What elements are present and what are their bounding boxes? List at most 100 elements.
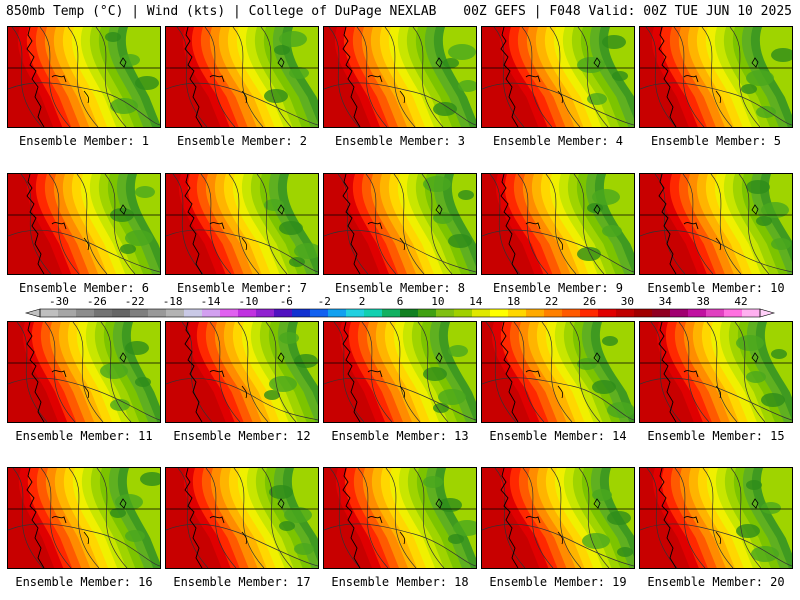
ensemble-member-label: Ensemble Member: 17 <box>173 575 311 589</box>
colorbar-swatch <box>328 309 347 317</box>
colorbar-swatch <box>544 309 563 317</box>
ensemble-member-label: Ensemble Member: 7 <box>176 281 308 295</box>
colorbar-swatch <box>94 309 113 317</box>
ensemble-member-map <box>323 26 477 128</box>
ensemble-member-label: Ensemble Member: 20 <box>647 575 785 589</box>
colorbar-swatch <box>40 309 59 317</box>
ensemble-member-map <box>481 467 635 569</box>
ensemble-member-label: Ensemble Member: 10 <box>647 281 785 295</box>
colorbar-swatch <box>562 309 581 317</box>
colorbar-tick-label: -30 <box>49 295 69 308</box>
ensemble-member-map <box>481 26 635 128</box>
ensemble-member-label: Ensemble Member: 16 <box>15 575 153 589</box>
colorbar-tick-label: -26 <box>87 295 107 308</box>
ensemble-member-label: Ensemble Member: 3 <box>334 134 466 148</box>
colorbar-tick-label: -10 <box>238 295 258 308</box>
colorbar-tick-label: 18 <box>507 295 520 308</box>
ensemble-member-label: Ensemble Member: 1 <box>18 134 150 148</box>
ensemble-member-label: Ensemble Member: 6 <box>18 281 150 295</box>
ensemble-member-map <box>165 467 319 569</box>
colorbar-swatch <box>256 309 275 317</box>
colorbar-swatch <box>742 309 761 317</box>
colorbar-swatch <box>148 309 167 317</box>
colorbar-swatch <box>706 309 725 317</box>
colorbar-swatch <box>508 309 527 317</box>
colorbar-swatch <box>526 309 545 317</box>
ensemble-member-map <box>165 173 319 275</box>
colorbar-swatch <box>400 309 419 317</box>
ensemble-member-label: Ensemble Member: 12 <box>173 429 311 443</box>
colorbar-swatch <box>364 309 383 317</box>
ensemble-member-label: Ensemble Member: 9 <box>492 281 624 295</box>
ensemble-member-label: Ensemble Member: 14 <box>489 429 627 443</box>
ensemble-member-map <box>639 26 793 128</box>
colorbar-tick-label: 22 <box>545 295 558 308</box>
ensemble-member-label: Ensemble Member: 19 <box>489 575 627 589</box>
colorbar-swatch <box>238 309 257 317</box>
ensemble-member-map <box>7 173 161 275</box>
colorbar-swatch <box>166 309 185 317</box>
ensemble-member-map <box>165 26 319 128</box>
colorbar-tick-label: 34 <box>659 295 673 308</box>
colorbar-swatch <box>670 309 689 317</box>
colorbar-swatch <box>436 309 455 317</box>
run-valid-time: 00Z GEFS | F048 Valid: 00Z TUE JUN 10 20… <box>463 4 792 19</box>
colorbar-swatch <box>184 309 203 317</box>
ensemble-member-map <box>7 467 161 569</box>
ensemble-member-map <box>481 173 635 275</box>
ensemble-member-label: Ensemble Member: 11 <box>15 429 153 443</box>
colorbar-tick-label: 38 <box>697 295 710 308</box>
colorbar-swatch <box>490 309 509 317</box>
ensemble-member-label: Ensemble Member: 18 <box>331 575 469 589</box>
colorbar-swatch <box>346 309 365 317</box>
colorbar-swatch <box>76 309 95 317</box>
colorbar-tick-label: 42 <box>734 295 747 308</box>
colorbar-swatch <box>472 309 491 317</box>
temperature-colorbar: -30 -26 -22 -18 -14 -10 -6 -2 2 6 10 14 18 22 26 30 34 38… <box>24 295 776 318</box>
colorbar-swatch <box>310 309 329 317</box>
colorbar-swatch <box>418 309 437 317</box>
colorbar-swatch <box>688 309 707 317</box>
colorbar-min-arrow <box>24 308 41 318</box>
ensemble-member-map <box>323 467 477 569</box>
ensemble-member-label: Ensemble Member: 15 <box>647 429 785 443</box>
colorbar-max-arrow <box>759 308 776 318</box>
ensemble-member-label: Ensemble Member: 2 <box>176 134 308 148</box>
ensemble-member-map <box>7 26 161 128</box>
ensemble-member-map <box>323 173 477 275</box>
colorbar-tick-label: 30 <box>621 295 634 308</box>
colorbar-tick-label: -22 <box>125 295 145 308</box>
colorbar-swatch <box>130 309 149 317</box>
chart-title: 850mb Temp (°C) | Wind (kts) | College o… <box>6 4 437 19</box>
ensemble-member-label: Ensemble Member: 5 <box>650 134 782 148</box>
ensemble-member-map <box>639 321 793 423</box>
colorbar-tick-label: -18 <box>163 295 183 308</box>
colorbar-tick-label: -14 <box>201 295 221 308</box>
colorbar-swatch <box>274 309 293 317</box>
colorbar-tick-label: 2 <box>359 295 366 308</box>
ensemble-member-label: Ensemble Member: 4 <box>492 134 624 148</box>
ensemble-member-label: Ensemble Member: 13 <box>331 429 469 443</box>
colorbar-swatch <box>112 309 131 317</box>
ensemble-member-map <box>165 321 319 423</box>
ensemble-member-map <box>639 467 793 569</box>
colorbar-swatch <box>202 309 221 317</box>
colorbar-swatch <box>598 309 617 317</box>
colorbar-tick-label: 14 <box>469 295 483 308</box>
colorbar-swatch <box>580 309 599 317</box>
colorbar-swatch <box>616 309 635 317</box>
colorbar-tick-label: 6 <box>397 295 404 308</box>
colorbar-tick-label: 26 <box>583 295 596 308</box>
colorbar-swatch <box>58 309 77 317</box>
colorbar-swatch <box>634 309 653 317</box>
colorbar-swatch <box>724 309 743 317</box>
ensemble-member-map <box>481 321 635 423</box>
ensemble-member-map <box>639 173 793 275</box>
colorbar-swatch <box>292 309 311 317</box>
colorbar-tick-label: -6 <box>280 295 293 308</box>
ensemble-member-map <box>7 321 161 423</box>
colorbar-swatch <box>652 309 671 317</box>
ensemble-member-label: Ensemble Member: 8 <box>334 281 466 295</box>
colorbar-swatch <box>220 309 239 317</box>
colorbar-swatch <box>382 309 401 317</box>
